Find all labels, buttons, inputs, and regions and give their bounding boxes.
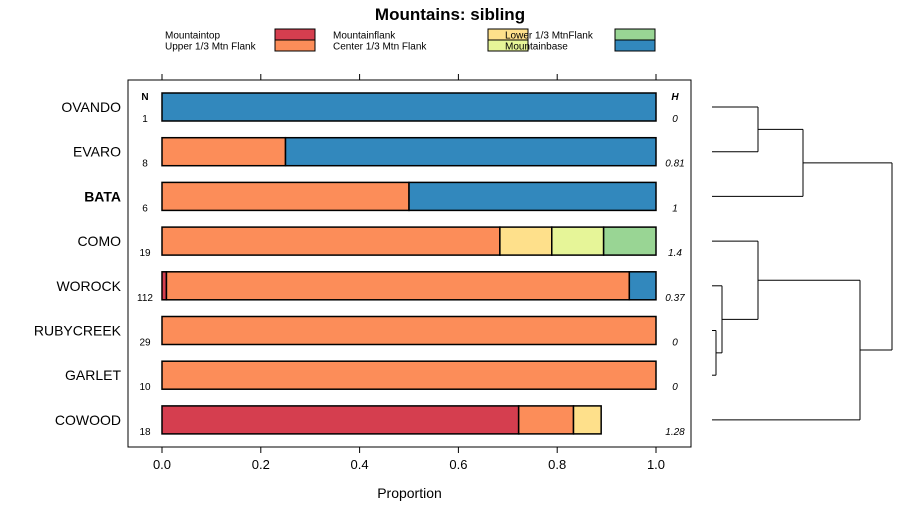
bar-segment-upper-1-3-mtn-flank bbox=[161, 136, 287, 167]
bar-segment-mountainbase bbox=[628, 271, 657, 301]
n-value: 10 bbox=[139, 382, 151, 393]
legend-swatch-4 bbox=[614, 28, 656, 41]
row-label: WOROCK bbox=[56, 278, 121, 294]
legend-label-5: Mountainbase bbox=[505, 42, 568, 53]
n-value: 19 bbox=[139, 248, 151, 259]
bar-segment-mountainbase bbox=[161, 92, 657, 122]
n-value: 18 bbox=[139, 427, 151, 438]
x-axis-label: Proportion bbox=[377, 485, 442, 501]
legend-label-2: Mountainflank bbox=[333, 31, 396, 42]
x-tick-label-3: 0.6 bbox=[449, 457, 467, 472]
h-value: 0.81 bbox=[665, 159, 684, 170]
bar-segment-upper-1-3-mtn-flank bbox=[161, 315, 657, 346]
row-cowood: COWOOD 18 1.28 bbox=[55, 405, 685, 438]
h-value: 0.37 bbox=[665, 293, 685, 304]
row-label: OVANDO bbox=[61, 99, 121, 115]
row-worock: WOROCK 112 0.37 bbox=[56, 271, 685, 304]
h-value: 1.28 bbox=[665, 427, 685, 438]
x-tick-label-0: 0.0 bbox=[153, 457, 171, 472]
bar-segment-mountainbase bbox=[408, 181, 657, 212]
n-value: 1 bbox=[142, 114, 148, 125]
legend-swatch-5 bbox=[614, 39, 656, 52]
legend-label-0: Mountaintop bbox=[165, 31, 220, 42]
bar-segment-upper-1-3-mtn-flank bbox=[517, 405, 575, 435]
bar-segment-center-1-3-mtn-flank bbox=[551, 226, 605, 256]
n-value: 112 bbox=[137, 293, 153, 304]
bar-segment-upper-1-3-mtn-flank bbox=[161, 181, 410, 212]
bar-segment-upper-1-3-mtn-flank bbox=[161, 360, 657, 390]
row-garlet: GARLET 10 0 bbox=[65, 360, 678, 393]
bar-segment-mountainflank bbox=[572, 405, 602, 435]
n-value: 29 bbox=[139, 338, 151, 349]
row-label: EVARO bbox=[73, 144, 121, 160]
dendrogram bbox=[712, 106, 893, 421]
h-value: 0 bbox=[672, 114, 678, 125]
legend-swatch-1 bbox=[274, 39, 316, 52]
h-value: 1.4 bbox=[668, 248, 682, 259]
legend-swatch-3 bbox=[487, 39, 529, 52]
row-label: COMO bbox=[77, 233, 121, 249]
chart-title: Mountains: sibling bbox=[375, 5, 525, 24]
n-value: 8 bbox=[142, 159, 148, 170]
row-rubycreek: RUBYCREEK 29 0 bbox=[34, 315, 678, 349]
x-tick-label-2: 0.4 bbox=[351, 457, 369, 472]
row-label: BATA bbox=[84, 188, 121, 204]
h-value: 1 bbox=[672, 203, 678, 214]
bar-segment-mountainflank bbox=[499, 226, 553, 256]
bar-segment-mountainbase bbox=[284, 136, 657, 167]
x-axis-ticks: 0.0 0.2 0.4 0.6 0.8 1.0 bbox=[153, 74, 665, 472]
bar-segment-mountaintop bbox=[161, 405, 520, 435]
row-label: COWOOD bbox=[55, 412, 121, 428]
legend-label-1: Upper 1/3 Mtn Flank bbox=[165, 42, 257, 53]
bar-segment-upper-1-3-mtn-flank bbox=[161, 226, 501, 256]
bar-segment-upper-1-3-mtn-flank bbox=[165, 271, 631, 301]
row-bata: BATA 6 1 bbox=[84, 181, 678, 214]
bar-segment-lower-1-3-mtnflank bbox=[602, 226, 657, 256]
plot-frame bbox=[127, 79, 692, 448]
x-tick-label-5: 1.0 bbox=[647, 457, 665, 472]
n-column-header: N bbox=[141, 92, 148, 103]
x-tick-label-4: 0.8 bbox=[548, 457, 566, 472]
n-value: 6 bbox=[142, 203, 148, 214]
h-value: 0 bbox=[672, 382, 678, 393]
h-column-header: H bbox=[671, 92, 679, 103]
row-label: RUBYCREEK bbox=[34, 323, 122, 339]
x-tick-label-1: 0.2 bbox=[252, 457, 270, 472]
legend-label-4: Lower 1/3 MtnFlank bbox=[505, 31, 594, 42]
h-value: 0 bbox=[672, 338, 678, 349]
legend-label-3: Center 1/3 Mtn Flank bbox=[333, 42, 427, 53]
row-evaro: EVARO 8 0.81 bbox=[73, 136, 685, 170]
row-como: COMO 19 1.4 bbox=[77, 226, 682, 259]
row-ovando: OVANDO 1 0 bbox=[61, 92, 678, 125]
row-label: GARLET bbox=[65, 367, 121, 383]
legend-swatch-0 bbox=[274, 28, 316, 41]
